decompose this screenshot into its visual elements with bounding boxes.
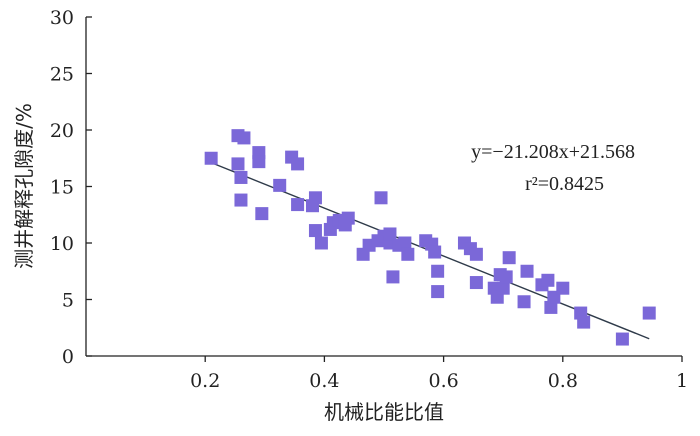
y-tick-label: 25 bbox=[50, 64, 74, 86]
data-point bbox=[401, 247, 415, 261]
y-tick-label: 0 bbox=[62, 346, 74, 368]
data-point bbox=[234, 170, 248, 184]
data-point bbox=[314, 236, 328, 250]
x-tick-label: 0.6 bbox=[428, 370, 458, 392]
data-point bbox=[255, 207, 269, 221]
data-point bbox=[252, 155, 266, 169]
data-point bbox=[642, 306, 656, 320]
data-point bbox=[428, 245, 442, 259]
data-point bbox=[204, 151, 218, 165]
data-point bbox=[234, 193, 248, 207]
data-point bbox=[431, 264, 445, 278]
axes: 0.2 0.4 0.6 0.8 1 0 5 10 15 20 25 30 bbox=[50, 7, 688, 392]
r-squared-text: r²=0.8425 bbox=[525, 173, 604, 195]
data-point bbox=[291, 157, 305, 171]
data-point bbox=[383, 227, 397, 241]
x-tick-label: 0.8 bbox=[548, 370, 578, 392]
data-point bbox=[520, 264, 534, 278]
data-point bbox=[374, 191, 388, 205]
data-point bbox=[273, 178, 287, 192]
data-points bbox=[204, 129, 656, 346]
y-axis-title: 测井解释孔隙度/% bbox=[12, 103, 36, 269]
data-point bbox=[308, 224, 322, 238]
data-point bbox=[541, 273, 555, 287]
data-point bbox=[341, 211, 355, 225]
x-axis-title: 机械比能比值 bbox=[324, 400, 444, 424]
data-point bbox=[517, 295, 531, 309]
y-tick-label: 15 bbox=[50, 177, 74, 199]
x-tick-label: 1 bbox=[676, 370, 688, 392]
data-point bbox=[544, 300, 558, 314]
x-tick-label: 0.4 bbox=[309, 370, 339, 392]
data-point bbox=[398, 236, 412, 250]
data-point bbox=[496, 281, 510, 295]
data-point bbox=[499, 270, 513, 284]
y-tick-label: 20 bbox=[50, 120, 74, 142]
regression-equation: y=−21.208x+21.568 bbox=[471, 141, 635, 163]
y-tick-label: 30 bbox=[50, 7, 74, 29]
data-point bbox=[431, 285, 445, 299]
equation-text: y=−21.208x+21.568 bbox=[471, 141, 635, 163]
data-point bbox=[615, 332, 629, 346]
data-point bbox=[237, 131, 251, 145]
x-ticks: 0.2 0.4 0.6 0.8 1 bbox=[190, 356, 688, 392]
data-point bbox=[502, 251, 516, 265]
data-point bbox=[308, 191, 322, 205]
data-point bbox=[291, 198, 305, 212]
data-point bbox=[469, 247, 483, 261]
r-squared-label: r²=0.8425 bbox=[525, 173, 604, 195]
y-tick-label: 5 bbox=[62, 290, 74, 312]
data-point bbox=[469, 276, 483, 290]
data-point bbox=[231, 157, 245, 171]
data-point bbox=[556, 281, 570, 295]
data-point bbox=[386, 270, 400, 284]
y-tick-label: 10 bbox=[50, 233, 74, 255]
y-ticks: 0 5 10 15 20 25 30 bbox=[50, 7, 92, 368]
data-point bbox=[577, 315, 591, 329]
x-tick-label: 0.2 bbox=[190, 370, 220, 392]
